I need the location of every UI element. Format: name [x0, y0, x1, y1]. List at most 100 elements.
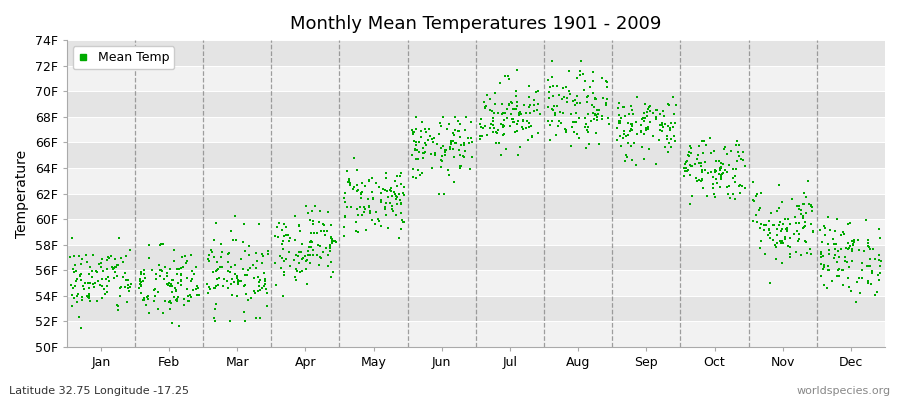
Point: [292, 260, 306, 267]
Point: [542, 89, 556, 95]
Point: [862, 263, 877, 270]
Point: [438, 147, 453, 153]
Point: [825, 278, 840, 285]
Point: [328, 238, 342, 245]
Point: [313, 255, 328, 261]
Point: [83, 280, 97, 286]
Point: [683, 150, 698, 156]
Point: [849, 299, 863, 306]
Point: [518, 102, 532, 108]
Point: [163, 298, 177, 305]
Point: [116, 258, 130, 265]
Point: [821, 263, 835, 270]
Point: [595, 112, 609, 119]
Point: [382, 200, 397, 206]
Point: [242, 243, 256, 249]
Point: [796, 215, 810, 221]
Point: [814, 254, 828, 260]
Point: [625, 121, 639, 128]
Point: [442, 146, 456, 153]
Point: [392, 173, 407, 180]
Point: [299, 266, 313, 272]
Point: [185, 276, 200, 282]
Point: [303, 230, 318, 236]
Point: [100, 289, 114, 296]
Point: [797, 224, 812, 230]
Point: [570, 93, 584, 100]
Point: [442, 172, 456, 178]
Point: [321, 263, 336, 270]
Point: [351, 212, 365, 218]
Point: [278, 256, 293, 262]
Point: [182, 298, 196, 304]
Point: [349, 228, 364, 234]
Point: [761, 226, 776, 232]
Point: [553, 109, 567, 115]
Legend: Mean Temp: Mean Temp: [73, 46, 175, 69]
Point: [234, 278, 248, 284]
Point: [814, 249, 829, 256]
Point: [108, 268, 122, 275]
Point: [530, 130, 544, 136]
Point: [318, 232, 332, 238]
Point: [347, 154, 362, 161]
Point: [569, 110, 583, 116]
Point: [137, 297, 151, 304]
Point: [588, 112, 602, 118]
Point: [172, 266, 186, 272]
Point: [118, 284, 132, 290]
Point: [640, 109, 654, 116]
Point: [122, 247, 137, 253]
Point: [312, 242, 327, 249]
Point: [70, 291, 85, 298]
Point: [160, 273, 175, 279]
Point: [757, 227, 771, 233]
Point: [554, 120, 568, 126]
Point: [596, 95, 610, 101]
Point: [641, 126, 655, 132]
Point: [181, 293, 195, 300]
Point: [821, 266, 835, 273]
Point: [857, 248, 871, 254]
Point: [845, 242, 859, 248]
Point: [255, 260, 269, 266]
Point: [598, 100, 613, 106]
Point: [204, 248, 219, 255]
Point: [459, 114, 473, 120]
Point: [190, 292, 204, 298]
Point: [259, 286, 274, 292]
Point: [860, 243, 875, 249]
Point: [417, 150, 431, 156]
Point: [617, 158, 632, 164]
Point: [842, 264, 856, 270]
Point: [688, 161, 702, 167]
Point: [616, 104, 630, 110]
Point: [268, 282, 283, 288]
Point: [556, 110, 571, 116]
Point: [341, 178, 356, 184]
Point: [73, 272, 87, 278]
Point: [582, 84, 597, 91]
Point: [244, 295, 258, 301]
Point: [134, 283, 148, 289]
Point: [816, 223, 831, 230]
Point: [805, 207, 819, 214]
Point: [464, 119, 478, 125]
Point: [279, 224, 293, 230]
Point: [558, 126, 572, 132]
Point: [695, 176, 709, 182]
Point: [231, 279, 246, 285]
Point: [464, 135, 478, 141]
Point: [65, 235, 79, 242]
Point: [568, 101, 582, 108]
Point: [261, 251, 275, 257]
Point: [412, 172, 427, 178]
Point: [865, 270, 879, 276]
Point: [300, 256, 314, 263]
Point: [626, 122, 640, 129]
Point: [416, 145, 430, 151]
Point: [159, 269, 174, 276]
Point: [578, 114, 592, 121]
Point: [629, 118, 643, 125]
Point: [816, 281, 831, 288]
